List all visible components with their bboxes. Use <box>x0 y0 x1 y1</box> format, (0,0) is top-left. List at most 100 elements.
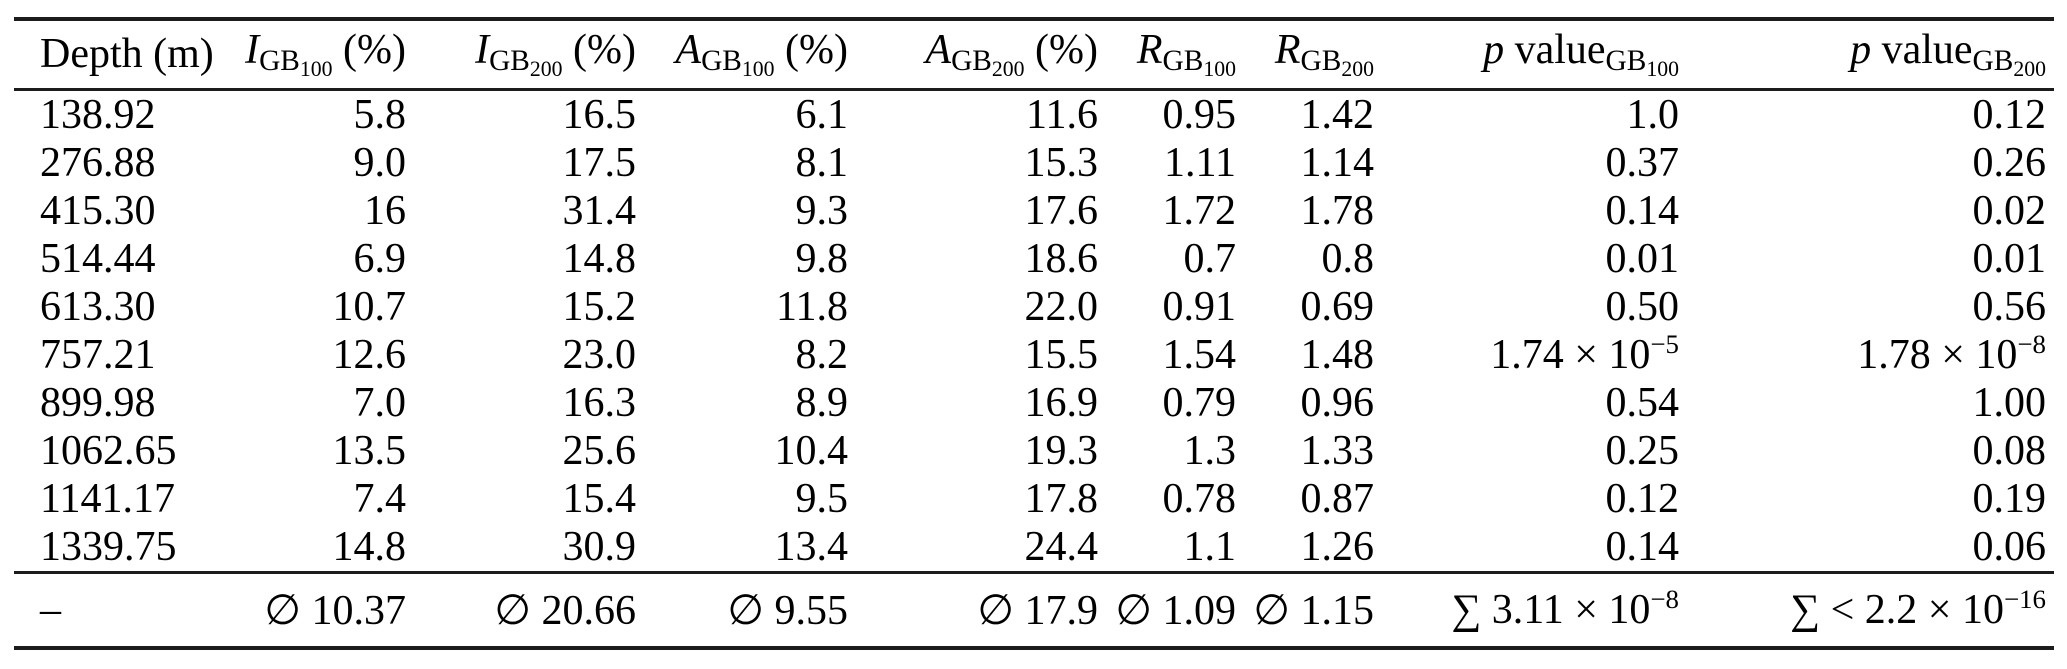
table-cell: 0.79 <box>1162 379 1237 426</box>
table-cell: 0.8 <box>1321 235 1375 282</box>
table-row: 1062.65 13.5 25.6 10.4 19.3 1.3 1.33 0.25 0.08 <box>14 427 2054 475</box>
table-cell: 0.87 <box>1300 475 1375 522</box>
table-cell: 10.7 <box>332 283 407 330</box>
table-row: 899.98 7.0 16.3 8.9 16.9 0.79 0.96 0.54 1.00 <box>14 379 2054 427</box>
column-subscript: GB <box>701 44 742 77</box>
table-cell: 0.54 <box>1605 379 1680 426</box>
table-cell: 8.2 <box>795 331 849 378</box>
table-cell: 15.4 <box>562 475 637 522</box>
table-cell: 11.6 <box>1026 91 1098 138</box>
table-cell: 0.01 <box>1605 235 1680 282</box>
table-cell: 1.3 <box>1183 427 1237 474</box>
table-cell: 22.0 <box>1024 283 1099 330</box>
table-cell: 1.00 <box>1972 379 2047 426</box>
table-cell: 0.12 <box>1972 91 2047 138</box>
table-cell: 6.9 <box>353 235 407 282</box>
table-cell: 1.1 <box>1183 523 1237 570</box>
table-cell: 9.0 <box>353 139 407 186</box>
table-cell: 0.25 <box>1605 427 1680 474</box>
table-cell: 0.08 <box>1972 427 2047 474</box>
column-subscript: GB <box>1972 44 2014 77</box>
column-subscript-group: GB200 <box>489 44 562 81</box>
table-cell: 1.42 <box>1300 91 1375 138</box>
column-header-5: RGB100 <box>1106 19 1244 91</box>
table-cell: 757.21 <box>40 331 156 378</box>
column-subscript-group: GB100 <box>701 44 774 81</box>
table-cell: 0.12 <box>1605 475 1680 522</box>
table-cell: 0.7 <box>1183 235 1237 282</box>
column-header-0: Depth (m) <box>14 19 214 91</box>
table-cell: 0.14 <box>1605 187 1680 234</box>
table-cell: 19.3 <box>1024 427 1099 474</box>
column-subscript-group: GB200 <box>1301 45 1374 81</box>
column-subscript: GB <box>1605 44 1647 77</box>
results-table: Depth (m) IGB100 (%) IGB200 (%) AGB100 (%) A… <box>14 17 2054 650</box>
table-row: 276.88 9.0 17.5 8.1 15.3 1.11 1.14 0.37 0.26 <box>14 139 2054 187</box>
table-cell: 30.9 <box>562 523 637 570</box>
table-cell: 0.02 <box>1972 187 2047 234</box>
table-cell: 14.8 <box>332 523 407 570</box>
table-cell: 1062.65 <box>40 427 177 474</box>
table-cell: 0.37 <box>1605 139 1680 186</box>
summary-cell: ∅ 17.9 <box>856 570 1106 648</box>
table-cell: 5.8 <box>353 91 407 138</box>
table-cell: 15.3 <box>1024 139 1099 186</box>
column-unit: (%) <box>774 27 848 74</box>
column-subsubscript: 200 <box>529 57 563 82</box>
table-cell: 1.54 <box>1162 331 1237 378</box>
column-subsubscript: 200 <box>2013 57 2046 82</box>
table-cell: 25.6 <box>562 427 637 474</box>
table-cell: 138.92 <box>40 91 156 138</box>
table-cell: 613.30 <box>40 283 156 330</box>
table-cell: 0.78 <box>1162 475 1237 522</box>
column-symbol: R <box>1136 27 1163 74</box>
table-row: 1339.75 14.8 30.9 13.4 24.4 1.1 1.26 0.14 0.06 <box>14 523 2054 573</box>
table-cell: 10.4 <box>774 427 849 474</box>
column-symbol: R <box>1274 27 1301 74</box>
summary-cell: ∅ 20.66 <box>414 570 644 648</box>
header-row: Depth (m) IGB100 (%) IGB200 (%) AGB100 (%) A… <box>14 19 2054 91</box>
column-subscript: GB <box>489 44 530 77</box>
table-cell: 13.4 <box>774 523 849 570</box>
table-cell: 1.48 <box>1300 331 1375 378</box>
column-subscript: GB <box>951 44 992 77</box>
table-row: 415.30 16 31.4 9.3 17.6 1.72 1.78 0.14 0.02 <box>14 187 2054 235</box>
table-cell: 276.88 <box>40 139 156 186</box>
table-cell: 0.14 <box>1605 523 1680 570</box>
table-cell: 899.98 <box>40 379 156 426</box>
table-cell: 9.8 <box>795 235 849 282</box>
column-subscript-group: GB200 <box>951 44 1024 81</box>
column-symbol: A <box>925 27 952 74</box>
column-symbol: p <box>1483 27 1505 74</box>
cell-mantissa: ∑ < 2.2 × 10 <box>1790 586 2004 633</box>
column-subscript: GB <box>1162 44 1204 77</box>
cell-exponent: −16 <box>2003 583 2046 614</box>
table-row: 613.30 10.7 15.2 11.8 22.0 0.91 0.69 0.50 0.56 <box>14 283 2054 331</box>
table-cell: 0.69 <box>1300 283 1375 330</box>
table-cell: 16 <box>364 187 406 234</box>
table-cell: 0.95 <box>1162 91 1237 138</box>
table-cell: 1.26 <box>1300 523 1375 570</box>
table-cell: 9.5 <box>795 475 849 522</box>
table-cell: 1.74 × 10−5 <box>1382 330 1687 379</box>
table-cell: 15.5 <box>1024 331 1099 378</box>
table-cell: 15.2 <box>562 283 637 330</box>
column-header-2: IGB200 (%) <box>414 19 644 91</box>
table-cell: 1.78 <box>1300 187 1375 234</box>
table-cell: 17.8 <box>1024 475 1099 522</box>
paper-table-page: Depth (m) IGB100 (%) IGB200 (%) AGB100 (%) A… <box>0 17 2067 669</box>
table-cell: 0.06 <box>1972 523 2047 570</box>
summary-cell: ∅ 1.15 <box>1244 570 1382 648</box>
column-word: value <box>1504 27 1606 74</box>
table-cell: 0.26 <box>1972 139 2047 186</box>
table-cell: 1.78 × 10−8 <box>1687 330 2054 379</box>
table-cell: 14.8 <box>562 235 637 282</box>
table-cell: 13.5 <box>332 427 407 474</box>
table-cell: 415.30 <box>40 187 156 234</box>
column-header-8: p valueGB200 <box>1687 19 2054 91</box>
table-cell: 1.72 <box>1162 187 1237 234</box>
column-header-label: Depth (m) <box>40 31 214 78</box>
table-cell: 1.14 <box>1300 139 1375 186</box>
table-cell: 8.1 <box>795 139 849 186</box>
column-symbol: I <box>245 27 260 74</box>
